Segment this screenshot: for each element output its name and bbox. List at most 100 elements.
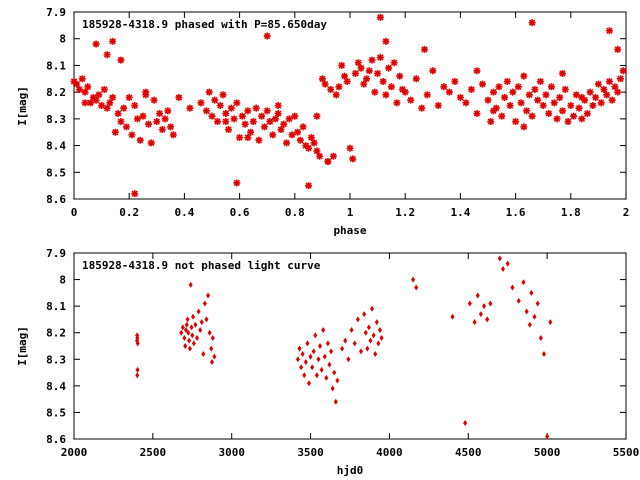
data-point: [547, 82, 556, 91]
y-tick-label: 8.2: [46, 327, 66, 340]
x-axis-title-phased: phase: [333, 224, 366, 237]
data-point: [381, 90, 390, 99]
data-point: [198, 327, 203, 334]
data-point: [196, 308, 201, 315]
data-point: [381, 37, 390, 46]
y-tick-label: 8.6: [46, 433, 66, 446]
data-point: [108, 93, 117, 102]
data-point: [545, 433, 550, 440]
data-point: [78, 74, 87, 83]
data-point: [243, 106, 252, 115]
data-point: [414, 284, 419, 291]
data-point: [323, 157, 332, 166]
data-point: [533, 96, 542, 105]
data-point: [500, 93, 509, 102]
y-tick-label: 8.2: [46, 86, 66, 99]
data-point: [450, 77, 459, 86]
data-point: [521, 279, 526, 286]
data-point: [296, 136, 305, 145]
data-point: [561, 85, 570, 94]
data-point: [594, 80, 603, 89]
data-point: [472, 66, 481, 75]
data-point: [330, 385, 335, 392]
data-point: [150, 96, 159, 105]
data-point: [135, 372, 140, 379]
data-point: [290, 112, 299, 121]
data-point: [411, 276, 416, 283]
data-point: [185, 104, 194, 113]
data-point: [122, 122, 131, 131]
data-point: [314, 372, 319, 379]
data-point: [550, 98, 559, 107]
x-tick-label: 2: [623, 206, 630, 219]
data-point: [130, 189, 139, 198]
data-point: [352, 340, 357, 347]
data-point: [384, 64, 393, 73]
data-point: [541, 90, 550, 99]
data-point: [510, 284, 515, 291]
data-point: [605, 26, 614, 35]
data-point: [497, 112, 506, 121]
data-point: [125, 93, 134, 102]
data-point: [212, 353, 217, 360]
data-point: [489, 88, 498, 97]
data-point: [324, 374, 329, 381]
data-point: [532, 313, 537, 320]
data-point: [83, 82, 92, 91]
data-point: [299, 122, 308, 131]
data-point: [249, 117, 258, 126]
data-point: [366, 324, 371, 331]
data-point: [484, 96, 492, 105]
data-point: [548, 319, 553, 326]
y-tick-label: 8.1: [46, 300, 66, 313]
data-point: [355, 316, 360, 323]
data-point: [257, 112, 266, 121]
data-point: [514, 82, 523, 91]
data-point: [310, 138, 319, 147]
data-point: [155, 109, 164, 118]
data-point: [230, 114, 239, 123]
x-tick-label: 1.6: [506, 206, 526, 219]
data-point: [423, 90, 432, 99]
x-tick-label: 3000: [218, 446, 245, 459]
data-point: [497, 255, 502, 262]
chart-phased: 7.9 8 8.1 8.2 8.3 8.4 8.5 8.6 0 0.2 0.4 0.6 0.8 1 1.2…: [16, 6, 629, 237]
data-point: [485, 316, 490, 323]
data-point: [368, 56, 377, 65]
data-point: [184, 321, 189, 328]
data-point: [605, 77, 614, 86]
data-point: [519, 122, 528, 131]
data-point: [337, 61, 346, 70]
data-point: [318, 343, 323, 349]
data-point: [340, 345, 345, 352]
data-point: [111, 128, 120, 137]
data-point: [536, 77, 545, 86]
data-point: [114, 109, 123, 118]
data-point: [583, 109, 592, 118]
data-point: [313, 332, 318, 339]
data-point: [467, 300, 472, 307]
x-tick-label: 0: [71, 206, 78, 219]
data-point: [613, 45, 622, 54]
y-tick-label: 7.9: [46, 247, 66, 260]
data-point: [544, 109, 553, 118]
data-point: [213, 117, 222, 126]
data-point: [619, 66, 628, 75]
data-point: [201, 350, 206, 357]
data-point: [185, 316, 190, 323]
data-point: [81, 98, 90, 107]
data-point: [306, 380, 311, 387]
chart-title-unphased: 185928-4318.9 not phased light curve: [82, 259, 321, 272]
data-point: [279, 120, 288, 129]
data-point: [130, 101, 139, 110]
data-point: [321, 80, 330, 89]
data-point: [227, 104, 236, 113]
data-point: [166, 122, 175, 131]
x-tick-label: 4500: [455, 446, 482, 459]
data-point: [376, 340, 381, 347]
data-point: [508, 88, 517, 97]
chart-unphased: 7.9 8 8.1 8.2 8.3 8.4 8.5 8.6 2000 2500 3000 3500 4…: [16, 247, 639, 477]
data-point: [300, 350, 305, 357]
y-tick-label: 7.9: [46, 6, 66, 19]
data-point: [183, 327, 188, 334]
